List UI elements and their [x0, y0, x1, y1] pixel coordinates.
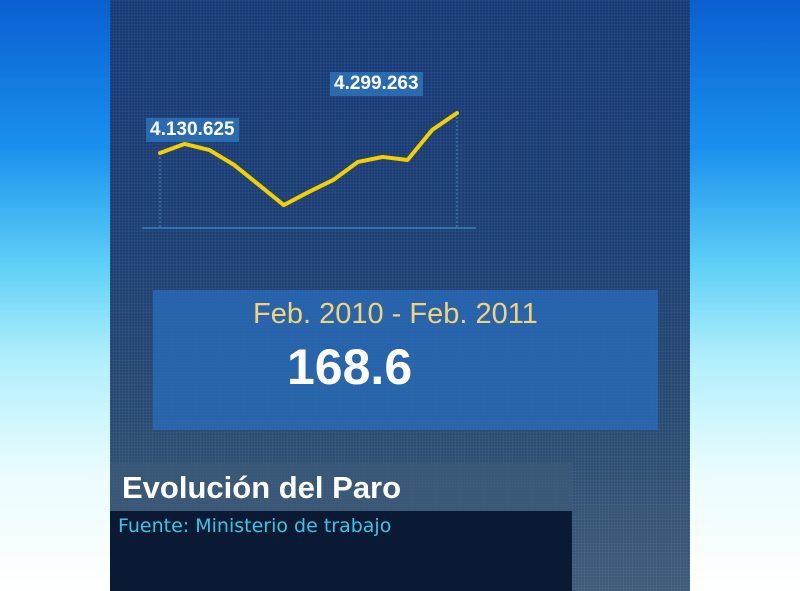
data-point [208, 148, 211, 152]
title-bar: Evolución del Paro [110, 462, 572, 511]
highlight-value: 168.6 [287, 339, 413, 395]
start-value-label: 4.130.625 [146, 118, 239, 142]
data-point [331, 178, 335, 182]
end-value-label: 4.299.263 [330, 72, 423, 96]
source-label: Fuente: Ministerio de trabajo [118, 515, 392, 537]
data-point [158, 151, 162, 155]
chart-title: Evolución del Paro [122, 470, 402, 505]
data-point [282, 203, 286, 207]
source-bar: Fuente: Ministerio de trabajo [110, 511, 572, 591]
summary-box: Feb. 2010 - Feb. 2011 168.6 [153, 290, 658, 430]
data-point [381, 155, 385, 159]
period-label: Feb. 2010 - Feb. 2011 [253, 298, 538, 330]
data-point [257, 183, 261, 187]
line-chart [142, 111, 476, 229]
data-point [307, 190, 310, 194]
data-point [232, 163, 236, 167]
data-point [406, 158, 409, 162]
data-point [455, 111, 459, 115]
data-point [183, 142, 187, 146]
data-point [356, 160, 360, 164]
data-point [430, 128, 434, 132]
